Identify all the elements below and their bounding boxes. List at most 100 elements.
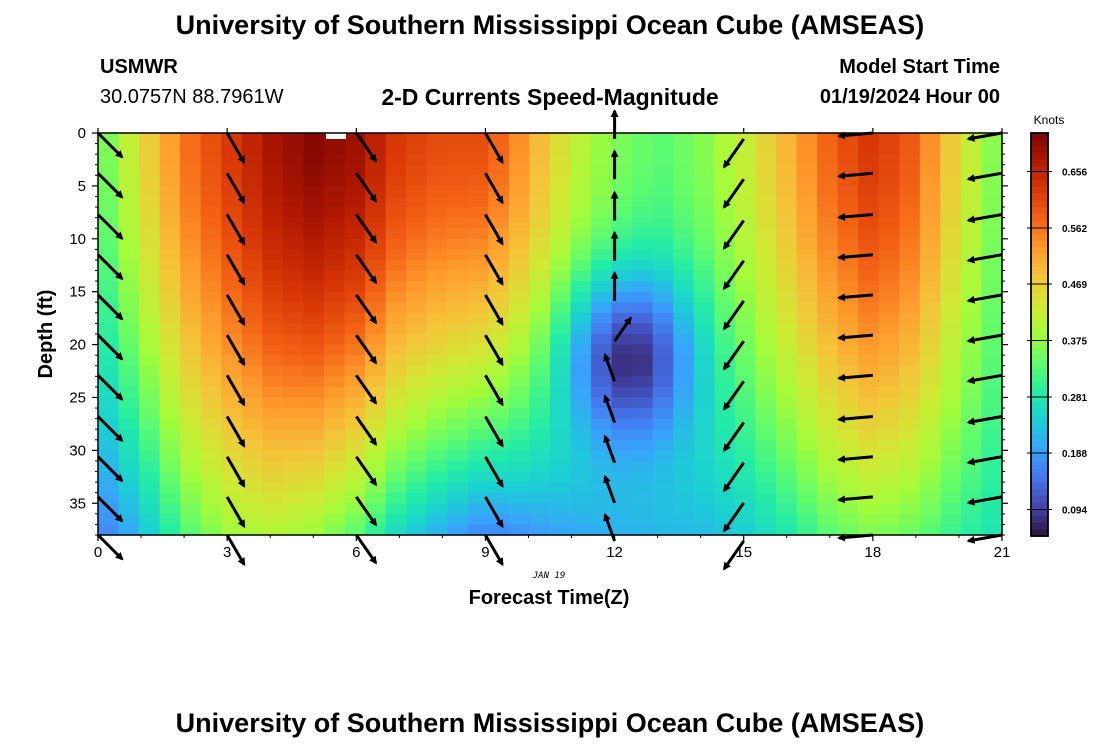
heatmap-cell bbox=[919, 196, 941, 208]
heatmap-cell bbox=[734, 312, 757, 325]
heatmap-cell bbox=[529, 312, 551, 325]
heatmap-cell bbox=[180, 196, 202, 208]
heatmap-cell bbox=[611, 397, 633, 409]
heatmap-cell bbox=[673, 143, 695, 155]
heatmap-cell bbox=[652, 217, 674, 229]
heatmap-cell bbox=[693, 524, 715, 536]
heatmap-cell bbox=[981, 334, 1003, 346]
heatmap-cell bbox=[200, 503, 222, 515]
heatmap-cell bbox=[406, 365, 428, 377]
heatmap-cell bbox=[611, 302, 633, 314]
heatmap-cell bbox=[776, 344, 798, 356]
heatmap-cell bbox=[508, 312, 531, 325]
current-arrow bbox=[966, 171, 1003, 182]
heatmap-cell bbox=[241, 503, 263, 515]
heatmap-cell bbox=[611, 164, 633, 176]
heatmap-cell bbox=[755, 185, 777, 198]
heatmap-cell bbox=[241, 365, 263, 377]
heatmap-cell bbox=[241, 238, 263, 250]
heatmap-cell bbox=[159, 291, 181, 303]
heatmap-cell bbox=[693, 185, 715, 198]
heatmap-cell bbox=[262, 408, 284, 420]
current-arrow bbox=[966, 293, 1003, 304]
heatmap-cell bbox=[488, 376, 510, 388]
heatmap-cell bbox=[591, 175, 613, 187]
heatmap-cell bbox=[919, 492, 941, 504]
heatmap-cell bbox=[899, 323, 921, 335]
heatmap-cell bbox=[406, 482, 428, 494]
heatmap-cell bbox=[611, 429, 633, 441]
heatmap-cell bbox=[550, 439, 572, 451]
heatmap-cell bbox=[139, 397, 161, 409]
heatmap-cell bbox=[673, 154, 695, 166]
heatmap-cell bbox=[262, 334, 284, 346]
heatmap-cell bbox=[508, 450, 531, 462]
heatmap-cell bbox=[899, 312, 921, 325]
heatmap-cell bbox=[796, 259, 818, 272]
heatmap-cell bbox=[570, 439, 592, 451]
heatmap-cell bbox=[591, 270, 613, 282]
heatmap-cell bbox=[324, 460, 346, 473]
heatmap-cell bbox=[940, 175, 962, 187]
heatmap-cell bbox=[180, 386, 202, 399]
heatmap-cell bbox=[632, 355, 654, 367]
heatmap-cell bbox=[365, 482, 387, 494]
heatmap-cell bbox=[426, 439, 448, 451]
current-arrow bbox=[355, 534, 378, 565]
colorbar-swatch bbox=[1031, 253, 1048, 262]
colorbar-swatch bbox=[1031, 408, 1048, 416]
colorbar-swatch bbox=[1031, 186, 1048, 195]
heatmap-cell bbox=[919, 503, 941, 515]
heatmap-cell bbox=[919, 450, 941, 462]
heatmap-cell bbox=[714, 259, 736, 272]
heatmap-cell bbox=[467, 175, 489, 187]
heatmap-cell bbox=[858, 418, 880, 430]
heatmap-cell bbox=[919, 281, 941, 293]
heatmap-cell bbox=[447, 492, 469, 504]
heatmap-cell bbox=[118, 175, 140, 187]
heatmap-cell bbox=[118, 397, 140, 409]
heatmap-cell bbox=[734, 365, 757, 377]
heatmap-cell bbox=[611, 281, 633, 293]
heatmap-cell bbox=[406, 471, 428, 483]
heatmap-cell bbox=[817, 386, 839, 399]
heatmap-cell bbox=[611, 259, 633, 272]
heatmap-cell bbox=[385, 302, 407, 314]
heatmap-cell bbox=[406, 439, 428, 451]
current-arrow bbox=[722, 380, 745, 411]
heatmap-cell bbox=[776, 503, 798, 515]
heatmap-cell bbox=[632, 397, 654, 409]
heatmap-cell bbox=[693, 228, 715, 240]
heatmap-cell bbox=[817, 482, 839, 494]
heatmap-cell bbox=[365, 323, 387, 335]
heatmap-cell bbox=[796, 228, 818, 240]
heatmap-cell bbox=[550, 334, 572, 346]
current-arrow bbox=[966, 373, 1003, 385]
heatmap-cell bbox=[406, 503, 428, 515]
heatmap-cell bbox=[981, 302, 1003, 314]
colorbar-swatch bbox=[1031, 515, 1048, 524]
heatmap-cell bbox=[385, 471, 407, 483]
current-arrow bbox=[355, 253, 378, 285]
heatmap-cell bbox=[940, 164, 962, 176]
heatmap-cell bbox=[118, 143, 140, 155]
heatmap-cell bbox=[837, 143, 859, 155]
heatmap-cell bbox=[734, 302, 757, 314]
heatmap-cell bbox=[139, 312, 161, 325]
heatmap-cell bbox=[529, 365, 551, 377]
heatmap-cell bbox=[755, 365, 777, 377]
heatmap-cell bbox=[365, 143, 387, 155]
heatmap-cell bbox=[385, 154, 407, 166]
heatmap-cell bbox=[693, 259, 715, 272]
heatmap-cell bbox=[98, 524, 120, 536]
heatmap-cell bbox=[139, 154, 161, 166]
heatmap-cell bbox=[899, 524, 921, 536]
heatmap-cell bbox=[508, 185, 531, 198]
heatmap-cell bbox=[919, 397, 941, 409]
heatmap-cell bbox=[426, 238, 448, 250]
heatmap-cell bbox=[960, 355, 983, 367]
heatmap-cell bbox=[221, 482, 243, 494]
colorbar-swatch bbox=[1031, 347, 1048, 356]
heatmap-cell bbox=[303, 175, 325, 187]
